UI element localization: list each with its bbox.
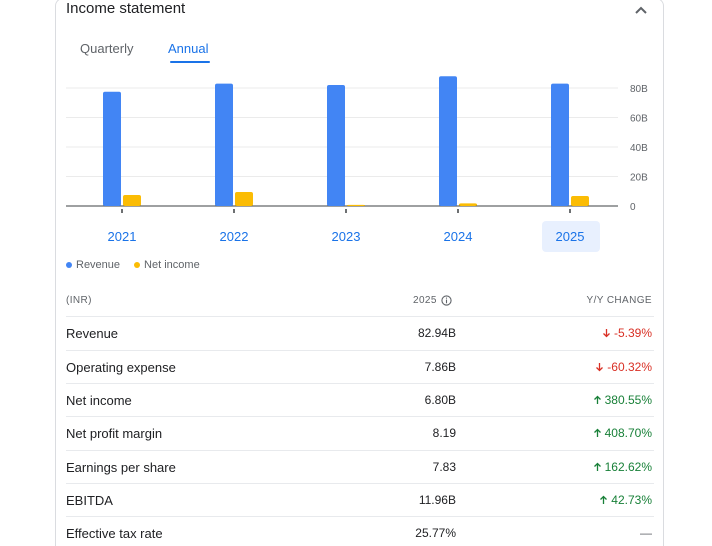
legend-net-income: Net income bbox=[134, 259, 200, 271]
row-change-value: 162.62% bbox=[604, 460, 652, 474]
table-row: Net income 6.80B 380.55% bbox=[66, 383, 654, 416]
row-change-value: -5.39% bbox=[613, 326, 652, 340]
table-row: EBITDA 11.96B 42.73% bbox=[66, 483, 654, 516]
x-tick-label[interactable]: 2021 bbox=[108, 229, 137, 244]
row-value: 7.86B bbox=[424, 360, 456, 374]
chevron-up-icon[interactable] bbox=[634, 5, 648, 15]
table-row: Operating expense 7.86B -60.32% bbox=[66, 350, 654, 383]
row-change: — bbox=[640, 526, 652, 540]
net-income-dot-icon bbox=[134, 262, 141, 268]
row-change: 408.70% bbox=[593, 426, 652, 440]
net-income-bar[interactable] bbox=[571, 195, 589, 206]
row-label: Earnings per share bbox=[66, 460, 176, 475]
x-tick-label[interactable]: 2022 bbox=[220, 229, 249, 244]
info-icon[interactable] bbox=[441, 295, 452, 306]
revenue-bar[interactable] bbox=[215, 83, 233, 206]
arrow-up-icon bbox=[593, 395, 601, 404]
table-row: Net profit margin 8.19 408.70% bbox=[66, 416, 654, 449]
y-tick-label: 0 bbox=[630, 202, 636, 213]
x-tick-label[interactable]: 2023 bbox=[332, 229, 361, 244]
legend-revenue-label: Revenue bbox=[76, 259, 121, 271]
tab-annual[interactable]: Annual bbox=[168, 41, 209, 56]
arrow-up-icon bbox=[593, 428, 601, 437]
legend-revenue: Revenue bbox=[66, 259, 120, 271]
row-change-value: — bbox=[640, 526, 652, 540]
row-value: 82.94B bbox=[417, 326, 456, 340]
row-change: 162.62% bbox=[593, 460, 652, 474]
net-income-bar[interactable] bbox=[459, 203, 477, 206]
table-header-change: Y/Y CHANGE bbox=[586, 295, 652, 306]
chart-legend: Revenue Net income bbox=[66, 259, 210, 271]
arrow-up-icon bbox=[593, 462, 601, 471]
revenue-bar[interactable] bbox=[103, 91, 121, 206]
y-tick-label: 80B bbox=[630, 84, 648, 95]
active-tab-indicator bbox=[170, 61, 210, 63]
row-label: EBITDA bbox=[66, 493, 113, 508]
net-income-bar[interactable] bbox=[347, 204, 365, 206]
selected-year-highlight[interactable] bbox=[542, 221, 600, 252]
row-change-value: 408.70% bbox=[604, 426, 652, 440]
row-value: 6.80B bbox=[424, 393, 456, 407]
row-change-value: 42.73% bbox=[611, 493, 652, 507]
row-change: -60.32% bbox=[595, 360, 652, 374]
arrow-up-icon bbox=[600, 495, 608, 504]
row-value: 7.83 bbox=[432, 460, 456, 474]
row-change: 380.55% bbox=[593, 393, 652, 407]
arrow-down-icon bbox=[596, 363, 604, 372]
row-value: 8.19 bbox=[432, 426, 456, 440]
revenue-bar[interactable] bbox=[327, 85, 345, 206]
row-value: 11.96B bbox=[418, 493, 456, 507]
table-row: Effective tax rate 25.77% — bbox=[66, 516, 654, 546]
x-tick-label[interactable]: 2025 bbox=[556, 229, 585, 244]
income-bar-chart: 0 20B 40B 60B 80B 2021 2022 2023 2024 2025 bbox=[66, 76, 648, 244]
card-title: Income statement bbox=[66, 0, 186, 17]
row-change-value: 380.55% bbox=[604, 393, 652, 407]
table-row: Revenue 82.94B -5.39% bbox=[66, 316, 654, 349]
y-tick-label: 40B bbox=[630, 143, 648, 154]
row-label: Operating expense bbox=[66, 360, 176, 375]
row-label: Net income bbox=[66, 393, 132, 408]
row-change: 42.73% bbox=[599, 493, 652, 507]
revenue-bar[interactable] bbox=[439, 76, 457, 206]
row-value: 25.77% bbox=[415, 526, 456, 540]
y-tick-label: 20B bbox=[630, 173, 648, 184]
row-label: Revenue bbox=[66, 326, 119, 341]
tab-quarterly[interactable]: Quarterly bbox=[80, 41, 134, 56]
table-header-year-label: 2025 bbox=[413, 295, 437, 306]
table-header-year: 2025 bbox=[413, 295, 452, 306]
x-tick-label[interactable]: 2024 bbox=[444, 229, 473, 244]
revenue-bar[interactable] bbox=[551, 83, 569, 206]
arrow-down-icon bbox=[603, 329, 610, 338]
legend-net-income-label: Net income bbox=[144, 259, 200, 271]
row-change: -5.39% bbox=[602, 326, 652, 340]
table-header-currency: (INR) bbox=[66, 295, 92, 306]
revenue-dot-icon bbox=[66, 262, 72, 268]
net-income-bar[interactable] bbox=[235, 191, 253, 206]
y-tick-label: 60B bbox=[630, 114, 648, 125]
row-label: Net profit margin bbox=[66, 426, 163, 441]
table-row: Earnings per share 7.83 162.62% bbox=[66, 450, 654, 483]
row-label: Effective tax rate bbox=[66, 526, 163, 541]
net-income-bar[interactable] bbox=[123, 194, 141, 206]
row-change-value: -60.32% bbox=[607, 360, 652, 374]
